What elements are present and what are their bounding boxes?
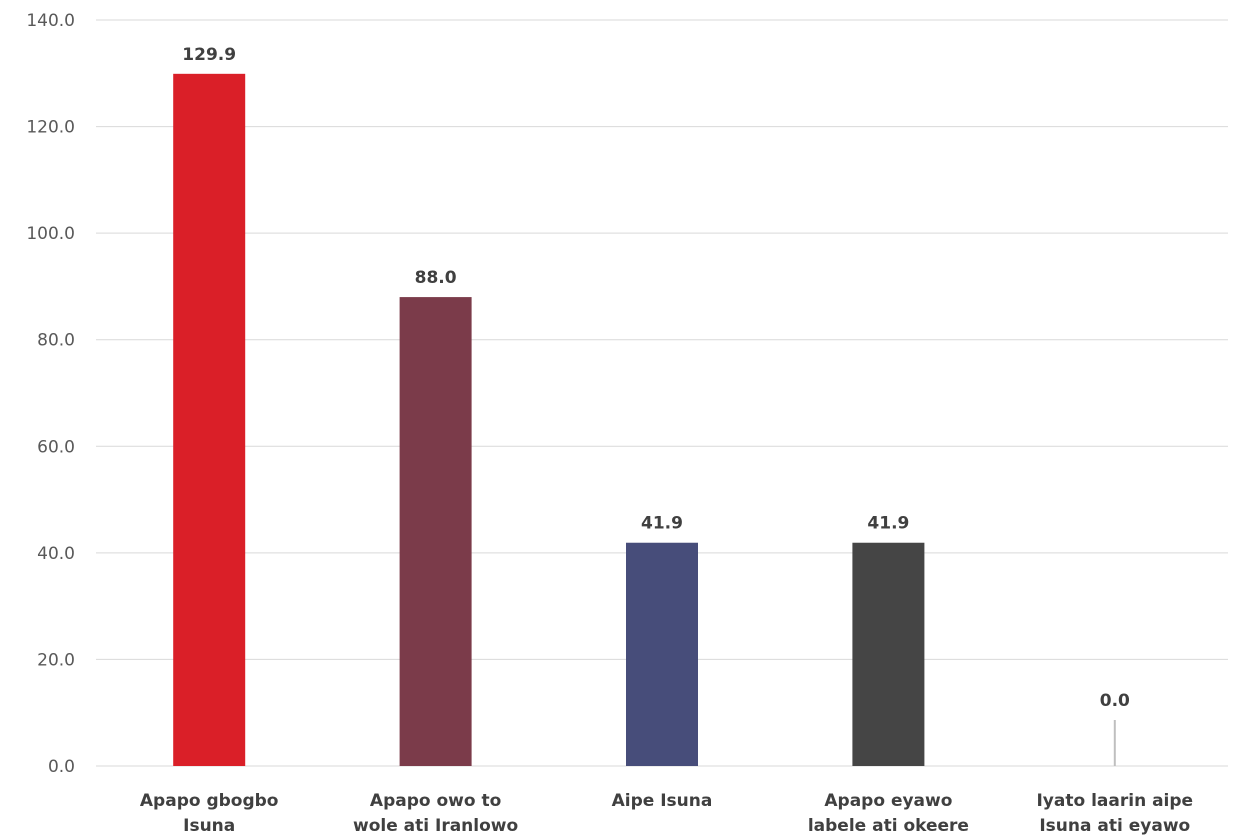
y-tick-label: 60.0 bbox=[37, 437, 75, 457]
x-category-label: Aipe Isuna bbox=[612, 791, 713, 811]
y-tick-label: 20.0 bbox=[37, 650, 75, 670]
data-label: 41.9 bbox=[641, 514, 683, 534]
x-category-label: Apapo gbogbo bbox=[140, 791, 279, 811]
data-label: 41.9 bbox=[867, 514, 909, 534]
bar bbox=[852, 542, 925, 766]
data-labels: 129.9 88.0 41.9 41.9 0.0 bbox=[182, 45, 1130, 711]
data-label: 88.0 bbox=[415, 268, 457, 288]
y-tick-label: 40.0 bbox=[37, 544, 75, 564]
x-axis-category-labels: Apapo gbogbo Isuna Apapo owo to wole ati Ir… bbox=[140, 791, 1193, 836]
bar bbox=[399, 297, 472, 766]
bars bbox=[173, 73, 1116, 766]
x-category-label: labele ati okeere bbox=[808, 816, 969, 836]
x-category-label: Apapo owo to bbox=[370, 791, 501, 811]
y-axis-tick-labels: 0.0 20.0 40.0 60.0 80.0 100.0 120.0 140.0 bbox=[26, 11, 75, 777]
x-category-label: Isuna bbox=[183, 816, 235, 836]
y-tick-label: 0.0 bbox=[48, 757, 75, 777]
x-category-label: Isuna ati eyawo bbox=[1039, 816, 1190, 836]
bar bbox=[626, 542, 698, 766]
bar bbox=[173, 73, 246, 766]
x-category-label: Apapo eyawo bbox=[824, 791, 952, 811]
data-label: 129.9 bbox=[182, 45, 236, 65]
x-category-label: Iyato laarin aipe bbox=[1036, 791, 1193, 811]
y-tick-label: 140.0 bbox=[26, 11, 75, 31]
y-tick-label: 120.0 bbox=[26, 118, 75, 138]
data-label: 0.0 bbox=[1100, 691, 1130, 711]
y-tick-label: 100.0 bbox=[26, 224, 75, 244]
x-category-label: wole ati Iranlowo bbox=[353, 816, 518, 836]
y-tick-label: 80.0 bbox=[37, 331, 75, 351]
